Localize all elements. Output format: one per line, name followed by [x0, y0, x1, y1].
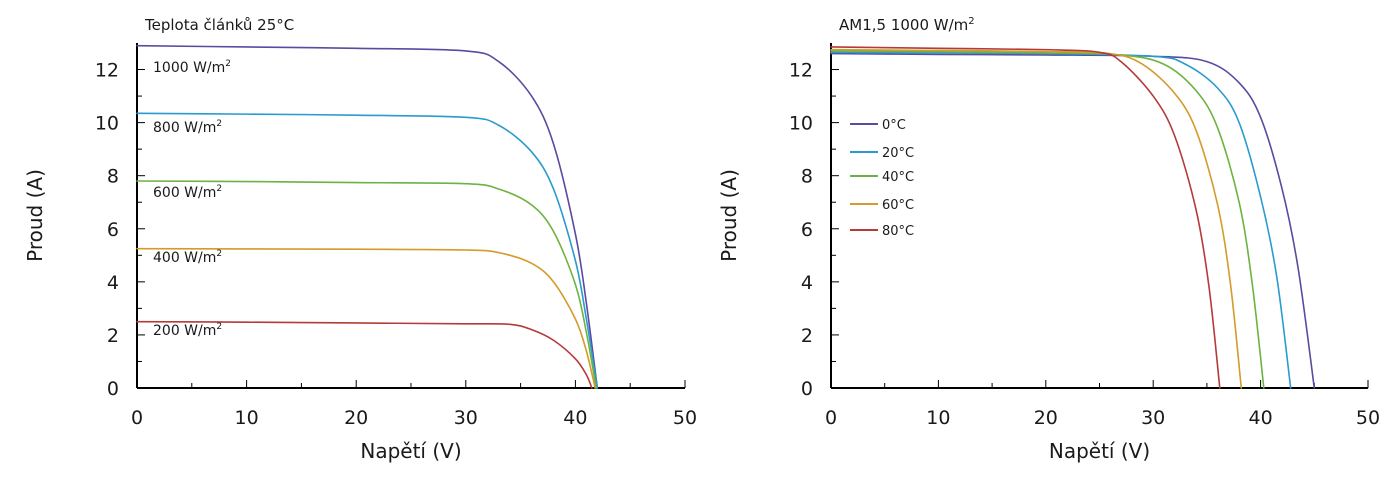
series-line: [830, 51, 1292, 389]
legend-label: 0°C: [882, 118, 906, 133]
y-axis-label: Proud (A): [23, 169, 47, 262]
series-line: [136, 180, 598, 389]
x-tick-label: 20: [344, 407, 368, 429]
series-label: 600 W/m2: [153, 184, 222, 201]
y-axis-label: Proud (A): [717, 169, 741, 262]
series-line: [136, 247, 596, 389]
y-tick-label: 2: [801, 325, 813, 347]
x-axis-label: Napětí (V): [360, 439, 461, 463]
y-tick-label: 4: [801, 272, 813, 294]
y-tick-label: 12: [95, 60, 119, 82]
legend-label: 80°C: [882, 224, 914, 239]
y-tick-label: 4: [107, 272, 119, 294]
y-tick-label: 0: [107, 378, 119, 400]
y-tick-label: 8: [801, 166, 813, 188]
chart-2: AM1,5 1000 W/m2 0 10 20 30 40 50 0 2 4 6 8 10 12 Napět…: [717, 16, 1380, 463]
series-line: [136, 320, 593, 389]
y-tick-label: 10: [789, 113, 813, 135]
x-tick-label: 30: [1141, 407, 1165, 429]
x-axis-label: Napětí (V): [1049, 439, 1150, 463]
series-label: 1000 W/m2: [153, 59, 231, 76]
x-tick-label: 10: [235, 407, 259, 429]
x-tick-label: 0: [825, 407, 837, 429]
series-label: 400 W/m2: [153, 249, 222, 266]
x-tick-label: 40: [563, 407, 587, 429]
legend-label: 40°C: [882, 170, 914, 185]
chart-1: Teplota článků 25°C 0 10 20 30 40 50 0 2 4 6 8 10 12 N…: [23, 16, 697, 463]
legend-label: 60°C: [882, 198, 914, 213]
chart-title: AM1,5 1000 W/m2: [839, 16, 975, 34]
chart-title: Teplota článků 25°C: [144, 16, 294, 34]
series-label-superscript: 2: [216, 184, 222, 194]
series-label-superscript: 2: [216, 119, 222, 129]
y-tick-label: 8: [107, 166, 119, 188]
y-tick-label: 2: [107, 325, 119, 347]
y-tick-label: 12: [789, 60, 813, 82]
x-tick-label: 30: [454, 407, 478, 429]
series-label-superscript: 2: [216, 249, 222, 259]
x-tick-label: 0: [131, 407, 143, 429]
y-tick-label: 0: [801, 378, 813, 400]
legend-label: 20°C: [882, 146, 914, 161]
series-label: 200 W/m2: [153, 322, 222, 339]
x-tick-label: 50: [673, 407, 697, 429]
y-tick-label: 6: [801, 219, 813, 241]
x-tick-label: 50: [1356, 407, 1380, 429]
series-label: 800 W/m2: [153, 119, 222, 136]
y-tick-label: 6: [107, 219, 119, 241]
series-line: [136, 112, 599, 389]
x-tick-label: 20: [1034, 407, 1058, 429]
series-label-superscript: 2: [225, 59, 231, 69]
series-line: [136, 44, 599, 389]
y-tick-label: 10: [95, 113, 119, 135]
chart-title-superscript: 2: [968, 16, 974, 27]
series-line: [830, 50, 1265, 389]
x-tick-label: 10: [926, 407, 950, 429]
x-tick-label: 40: [1249, 407, 1273, 429]
series-line: [830, 46, 1221, 389]
series-label-superscript: 2: [216, 322, 222, 332]
series-line: [830, 48, 1243, 389]
series-line: [830, 52, 1316, 389]
